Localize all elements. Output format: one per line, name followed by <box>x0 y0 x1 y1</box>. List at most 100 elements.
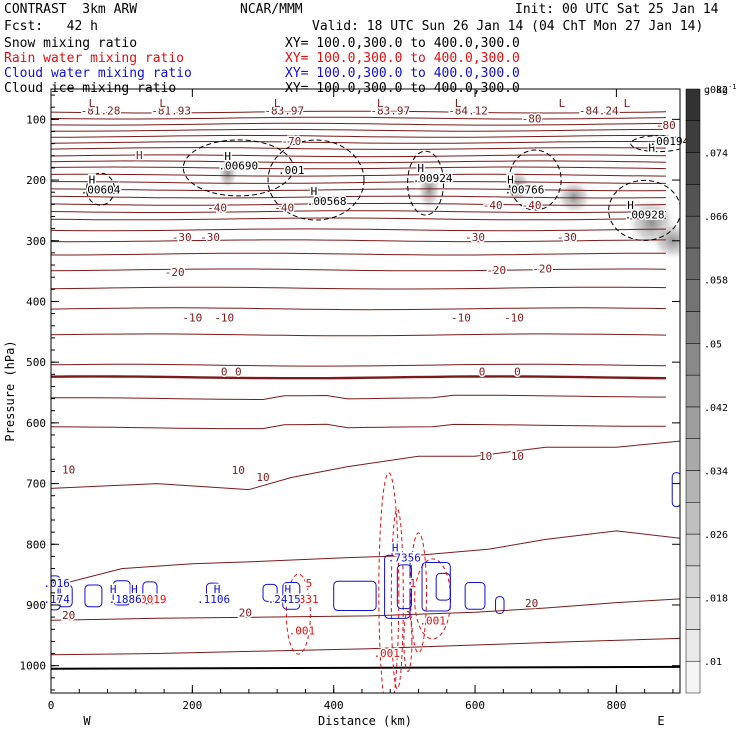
cloud-water-contour <box>495 595 505 614</box>
rain-value-label: 1 <box>410 577 417 590</box>
colorbar-units-text: g kg <box>704 85 728 96</box>
temperature-contour-label: -81.28 <box>81 104 121 117</box>
temperature-isoline <box>51 116 666 120</box>
snow-contours <box>85 135 680 241</box>
rain-contour <box>403 610 413 672</box>
colorbar-segment <box>685 184 701 217</box>
y-axis-label: Pressure (hPa) <box>3 340 17 441</box>
cloud-water-value-label: .7356 <box>388 551 421 564</box>
rain-value-label: 5 <box>306 577 313 590</box>
x-tick-label: 800 <box>606 699 626 712</box>
cloud-water-contour <box>142 581 158 605</box>
west-label: W <box>83 714 91 728</box>
temperature-contour-label: 0 <box>221 366 228 379</box>
snow-field-label: Snow mixing ratio <box>4 36 138 51</box>
temperature-isoline <box>51 134 666 138</box>
cloud-ice-shading <box>217 157 680 261</box>
colorbar-level-label: .066 <box>704 212 728 223</box>
y-tick-label: 400 <box>26 295 46 308</box>
extremum-marker: H <box>136 149 143 162</box>
y-tick-label: 900 <box>26 599 46 612</box>
y-tick-label: 500 <box>26 356 46 369</box>
temperature-isoline <box>51 173 666 177</box>
y-tick-label: 600 <box>26 417 46 430</box>
snow-value-label: .00604 <box>81 183 121 196</box>
temperature-contour-label: -40 <box>207 202 227 215</box>
cloud-water-contour <box>84 584 103 608</box>
temperature-isoline <box>51 423 666 430</box>
colorbar-level-label: .042 <box>704 403 728 414</box>
cloud-water-contour <box>333 580 377 611</box>
colorbar-segment <box>685 406 701 439</box>
temperature-isoline <box>51 202 666 206</box>
cloud-water-contour <box>205 582 222 604</box>
colorbar-level-label: .074 <box>704 149 728 160</box>
rain-value-label: .001 <box>373 647 400 660</box>
temperature-contour-label: -10 <box>214 311 234 324</box>
temperature-contour-label: 10 <box>479 450 492 463</box>
contour-labels: -81.28 -81.93 -83.97 -83.97 -84.12 -84.24 -80 -… <box>42 96 691 662</box>
temperature-isoline <box>51 122 666 126</box>
colorbar-level-label: .018 <box>704 594 728 605</box>
colorbar-level-label: .058 <box>704 276 728 287</box>
cloud-water-value-label: .1106 <box>197 593 230 606</box>
ice-shade <box>503 168 532 205</box>
cloud-water-contour <box>51 575 61 611</box>
temperature-contour-label: -10 <box>451 311 471 324</box>
temperature-isoline <box>51 140 666 144</box>
temperature-isoline <box>51 375 666 380</box>
temperature-isoline <box>51 440 680 491</box>
colorbar-segment <box>685 152 701 185</box>
colorbar-segment <box>685 597 701 630</box>
colorbar-segment <box>685 120 701 153</box>
colorbar-units-exponent: -1 <box>728 83 736 91</box>
y-tick-label: 100 <box>26 113 46 126</box>
ice-shade <box>650 220 680 261</box>
temperature-isoline <box>51 333 666 337</box>
colorbar-segment <box>685 215 701 249</box>
colorbar-segment <box>685 470 701 503</box>
temperature-isoline <box>51 147 666 150</box>
temperature-isoline <box>51 637 680 656</box>
colorbar: .01 .018 .026 .034 .042 .05 .058 .066 .074 .082 <box>685 85 728 694</box>
cloud-water-contours <box>51 472 680 619</box>
temperature-contour-label: -40 <box>483 199 503 212</box>
snow-value-label: .00924 <box>413 172 453 185</box>
extremum-marker: H <box>648 142 655 155</box>
temperature-contour-label: -84.12 <box>448 104 488 117</box>
temperature-isoline <box>51 239 666 243</box>
rain-value-label: .001 <box>419 614 446 627</box>
colorbar-segment <box>685 311 701 344</box>
extremum-marker: H <box>214 583 221 596</box>
cloud-water-contour <box>435 572 451 601</box>
temperature-isoline <box>51 228 666 232</box>
temperature-contour-label: 20 <box>62 609 75 622</box>
temperature-contour-label: -30 <box>172 231 192 244</box>
y-tick-label: 200 <box>26 174 46 187</box>
temperature-contour-label: 20 <box>239 607 252 620</box>
cloud-water-value-label: .1886 <box>109 593 142 606</box>
temperature-contour-label: 10 <box>232 464 245 477</box>
snow-contour <box>407 150 445 216</box>
colorbar-segment <box>685 629 701 662</box>
x-tick-label: 600 <box>465 699 485 712</box>
temperature-isoline <box>51 160 666 164</box>
x-axis-label: Distance (km) <box>318 714 412 728</box>
temperature-contour-label: -40 <box>274 202 294 215</box>
temperature-isoline <box>51 166 666 170</box>
cloud-water-field-label: Cloud water mixing ratio <box>4 66 192 81</box>
temperature-contour-label: -30 <box>557 231 577 244</box>
colorbar-level-label: .05 <box>704 339 722 350</box>
extremum-marker: H <box>507 174 514 187</box>
temperature-contour-label: -80 <box>522 112 542 125</box>
extremum-marker: H <box>392 542 399 555</box>
cloud-water-value-label: .016 <box>43 577 70 590</box>
extremum-marker: H <box>110 583 117 596</box>
colorbar-segment <box>685 88 701 122</box>
temperature-contour-label: -84.24 <box>579 104 619 117</box>
temperature-isoline <box>51 307 666 311</box>
rain-contour <box>390 508 404 690</box>
temperature-contour-label: -83.97 <box>370 104 410 117</box>
surface-line <box>51 665 680 670</box>
